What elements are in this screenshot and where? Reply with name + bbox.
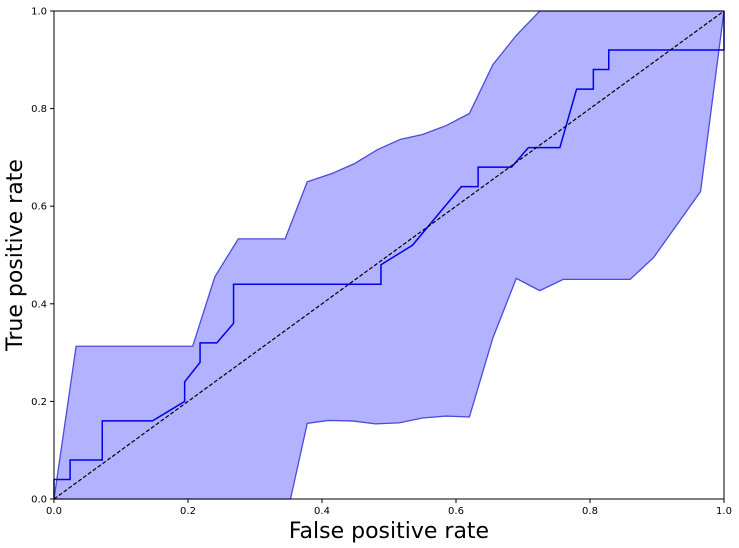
x-tick-label: 0.4 <box>314 506 330 517</box>
x-axis: 0.0 0.2 0.4 0.6 0.8 1.0 <box>46 499 732 517</box>
y-tick-label: 0.4 <box>31 299 47 310</box>
x-axis-label: False positive rate <box>289 519 489 544</box>
x-tick-label: 0.8 <box>582 506 598 517</box>
band-upper-edge <box>53 10 724 500</box>
y-axis: 0.0 0.2 0.4 0.6 0.8 1.0 <box>31 7 54 506</box>
y-tick-label: 0.0 <box>31 495 47 506</box>
y-tick-label: 0.8 <box>31 104 47 115</box>
y-tick-label: 0.2 <box>31 397 47 408</box>
roc-curve-line <box>53 11 725 499</box>
y-tick-label: 1.0 <box>31 7 47 18</box>
x-tick-label: 0.6 <box>448 506 464 517</box>
plot-frame <box>53 10 725 500</box>
series-layer <box>53 10 725 500</box>
x-tick-label: 0.2 <box>180 506 196 517</box>
x-tick-label: 0.0 <box>46 506 62 517</box>
y-tick-label: 0.6 <box>31 202 47 213</box>
x-tick-label: 1.0 <box>716 506 732 517</box>
chance-diagonal-line <box>53 10 725 500</box>
band-lower-edge <box>54 10 725 500</box>
y-axis-label: True positive rate <box>3 159 28 352</box>
